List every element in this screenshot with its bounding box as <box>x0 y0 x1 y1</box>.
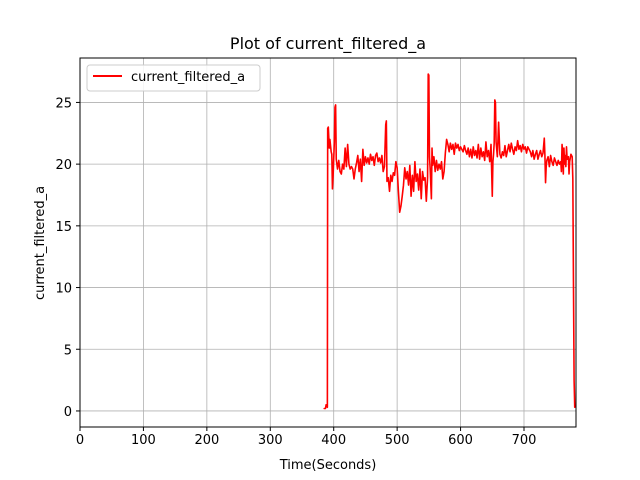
x-tick-label: 700 <box>512 433 537 448</box>
x-tick-label: 400 <box>321 433 346 448</box>
legend-label-current-filtered-a: current_filtered_a <box>131 70 245 85</box>
x-tick-label: 100 <box>131 433 156 448</box>
plot-layer <box>323 73 576 410</box>
y-axis-label: current_filtered_a <box>33 186 48 300</box>
plot-frame <box>79 57 577 428</box>
legend-box <box>86 64 261 92</box>
y-tick-label: 25 <box>55 96 72 111</box>
y-tick-label: 5 <box>64 343 72 358</box>
y-tick-label: 15 <box>55 220 72 235</box>
legend: current_filtered_a <box>86 64 261 92</box>
x-axis-label: Time(Seconds) <box>279 458 377 473</box>
x-tick-label: 0 <box>76 433 84 448</box>
x-tick-label: 300 <box>258 433 283 448</box>
y-axis-ticks: 0 5 10 15 20 25 <box>55 96 80 420</box>
y-tick-label: 0 <box>64 405 72 420</box>
x-tick-label: 200 <box>194 433 219 448</box>
x-tick-label: 500 <box>385 433 410 448</box>
series-line-current-filtered-a <box>323 73 576 410</box>
y-tick-label: 20 <box>55 158 72 173</box>
y-tick-label: 10 <box>55 282 72 297</box>
x-axis-ticks: 0 100 200 300 400 500 600 700 <box>76 427 537 448</box>
x-tick-label: 600 <box>448 433 473 448</box>
chart-title: Plot of current_filtered_a <box>230 34 426 54</box>
